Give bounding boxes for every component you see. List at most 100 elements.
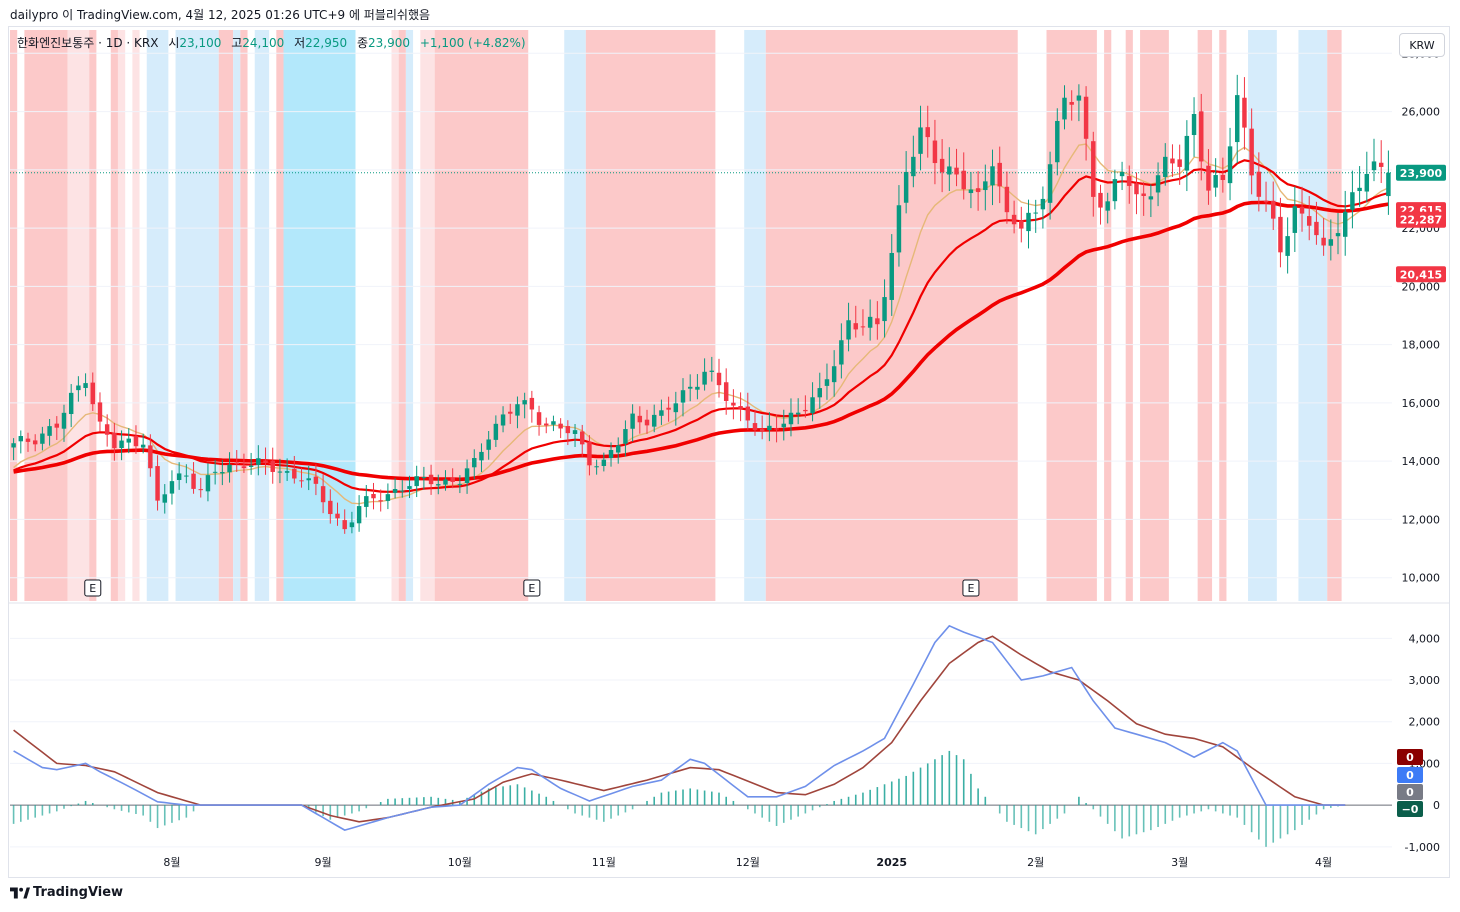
candle-body: [666, 407, 671, 410]
candle-body: [860, 326, 866, 328]
candle-body: [767, 425, 772, 431]
background-band: [420, 30, 435, 601]
candle-body: [637, 415, 643, 423]
candle-body: [932, 140, 938, 164]
candle-body: [810, 397, 815, 414]
candle-body: [565, 426, 571, 434]
candle-body: [133, 436, 139, 447]
candle-body: [500, 414, 506, 426]
open-label: 시: [168, 36, 180, 50]
macd-tick-label: -1,000: [1405, 841, 1440, 854]
background-band: [276, 30, 284, 601]
candle-body: [306, 478, 311, 481]
macd-value-badge: [1397, 749, 1423, 765]
candle-body: [623, 429, 628, 444]
publish-attribution: dailypro 이 TradingView.com, 4월 12, 2025 …: [10, 8, 431, 22]
candle-body: [277, 471, 283, 473]
candle-body: [551, 421, 556, 425]
candle-body: [673, 403, 679, 413]
candle-body: [1141, 193, 1146, 196]
candle-body: [1199, 111, 1204, 162]
background-band: [391, 30, 399, 601]
candle-body: [968, 189, 974, 194]
macd-lines: [13, 624, 1346, 831]
candle-body: [371, 494, 376, 499]
candle-body: [1105, 201, 1110, 211]
macd-value-badge: [1397, 767, 1423, 783]
price-tick-label: 26,000: [1402, 106, 1441, 119]
earnings-marker-box: [962, 579, 980, 597]
close-value: 23,900: [367, 36, 410, 50]
price-tick-label: 16,000: [1402, 397, 1441, 410]
candle-body: [61, 412, 67, 429]
candle-body: [436, 484, 441, 486]
candle-body: [817, 388, 822, 398]
footer-brand[interactable]: TradingView: [10, 885, 123, 900]
macd-value-badge-text: −0: [1402, 803, 1419, 816]
candle-body: [1271, 200, 1276, 219]
candle-body: [284, 471, 290, 473]
candles: [11, 74, 1391, 534]
macd-tick-label: 4,000: [1409, 632, 1441, 645]
candle-body: [400, 490, 405, 492]
background-band: [132, 30, 140, 601]
time-tick-label: 3월: [1171, 856, 1188, 869]
tradingview-logo-icon: [10, 886, 30, 899]
candle-body: [443, 479, 448, 485]
candle-body: [795, 412, 801, 415]
candle-body: [702, 371, 707, 385]
candle-body: [709, 370, 715, 372]
candle-body: [32, 440, 38, 445]
candle-body: [1256, 171, 1262, 197]
candle-body: [644, 419, 650, 426]
candle-body: [1040, 198, 1046, 210]
candle-body: [270, 460, 275, 472]
candle-body: [414, 476, 419, 487]
candle-body: [335, 513, 340, 519]
candle-body: [1335, 233, 1341, 237]
ma3-badge-text: 20,415: [1400, 268, 1442, 281]
candle-body: [1249, 128, 1254, 176]
candle-body: [601, 459, 607, 466]
candle-body: [90, 382, 96, 405]
high-value: 24,100: [242, 36, 285, 50]
candle-body: [1227, 146, 1233, 184]
time-tick-label: 12월: [736, 856, 760, 869]
candle-body: [421, 477, 427, 479]
candle-body: [961, 170, 966, 190]
candle-body: [990, 166, 995, 186]
candle-body: [227, 464, 232, 473]
candle-body: [745, 406, 751, 421]
price-tick-label: 18,000: [1402, 339, 1441, 352]
background-band: [24, 30, 46, 601]
candle-body: [572, 430, 578, 434]
background-band: [89, 30, 97, 601]
symbol-name: 한화엔진보통주 · 1D · KRX: [17, 36, 159, 50]
background-band: [564, 30, 586, 601]
candle-body: [896, 205, 902, 253]
candle-body: [1148, 196, 1154, 200]
candle-body: [731, 402, 736, 406]
candle-body: [831, 366, 837, 383]
candle-body: [738, 406, 743, 409]
candle-body: [1170, 158, 1175, 164]
background-band: [434, 30, 529, 601]
candle-body: [1191, 114, 1197, 136]
candle-body: [76, 385, 81, 391]
candle-body: [184, 475, 189, 477]
earnings-marker-box: [523, 579, 541, 597]
candle-body: [356, 506, 362, 524]
candle-body: [328, 500, 333, 515]
candle-body: [1350, 192, 1355, 210]
price-tick-label: 20,000: [1402, 280, 1441, 293]
background-band: [1104, 30, 1112, 601]
candle-body: [1055, 120, 1060, 163]
candle-body: [1299, 206, 1305, 214]
currency-button[interactable]: KRW: [1399, 33, 1445, 57]
candle-body: [493, 423, 499, 440]
candle-body: [299, 480, 304, 482]
background-band: [1046, 30, 1097, 601]
